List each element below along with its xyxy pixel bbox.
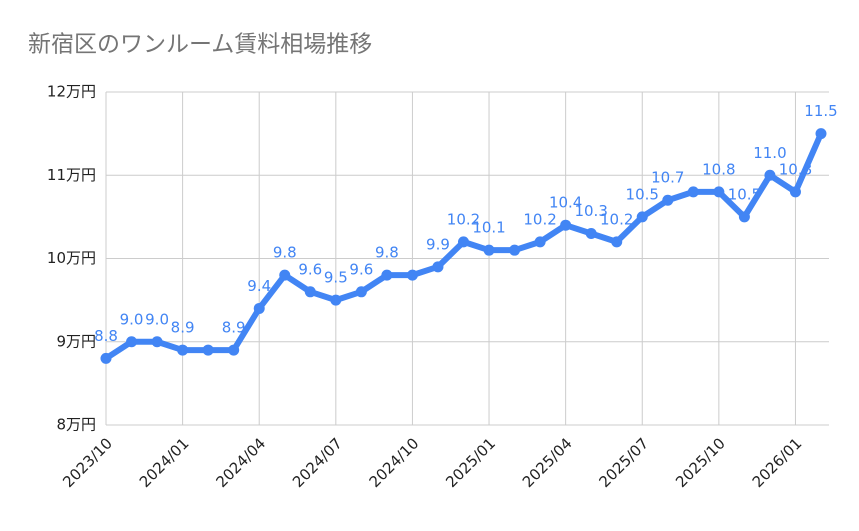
data-label: 8.9: [171, 319, 195, 337]
data-label: 10.3: [574, 202, 607, 220]
data-label: 10.2: [447, 210, 480, 228]
point: [458, 236, 469, 248]
data-label: 9.9: [426, 235, 450, 253]
data-label: 8.9: [222, 319, 246, 337]
point: [611, 236, 623, 248]
data-label: 10.5: [728, 185, 761, 203]
point: [279, 269, 291, 281]
y-tick-label: 8万円: [56, 416, 96, 434]
data-label: 10.2: [600, 210, 633, 228]
point: [738, 211, 750, 223]
data-label: 9.5: [324, 269, 348, 287]
point: [355, 286, 367, 298]
point: [202, 344, 214, 356]
point: [789, 186, 801, 198]
point: [585, 228, 597, 240]
point: [713, 186, 725, 198]
data-label: 11.5: [804, 102, 837, 120]
data-label: 9.8: [375, 244, 399, 262]
data-label: 9.6: [298, 260, 322, 278]
data-label: 11.0: [753, 144, 786, 162]
point: [304, 286, 316, 298]
data-label: 10.8: [702, 160, 735, 178]
data-label: 10.5: [626, 185, 659, 203]
point: [228, 344, 240, 356]
point: [253, 302, 265, 314]
data-label: 10.8: [779, 160, 812, 178]
point: [151, 336, 163, 348]
data-label: 9.0: [120, 310, 144, 328]
point: [687, 186, 699, 198]
y-tick-label: 11万円: [47, 166, 96, 184]
point: [330, 294, 342, 306]
point: [560, 219, 572, 231]
point: [662, 194, 674, 206]
data-label: 9.6: [349, 260, 373, 278]
point: [636, 211, 648, 223]
data-label: 10.2: [523, 210, 556, 228]
point: [126, 336, 138, 348]
point: [406, 269, 418, 281]
data-label: 10.7: [651, 169, 684, 187]
data-label: 9.0: [145, 310, 169, 328]
point: [177, 344, 189, 356]
y-tick-label: 12万円: [47, 83, 96, 101]
point: [432, 261, 444, 273]
point: [100, 352, 112, 364]
point: [764, 169, 776, 181]
point: [381, 269, 393, 281]
point: [509, 244, 521, 256]
chart-title: 新宿区のワンルーム賃料相場推移: [28, 32, 372, 58]
data-label: 9.4: [247, 277, 271, 295]
y-tick-label: 10万円: [47, 249, 96, 267]
data-label: 10.1: [472, 219, 505, 237]
data-label: 9.8: [273, 244, 297, 262]
data-label: 8.8: [94, 327, 118, 345]
point: [815, 128, 827, 140]
y-tick-label: 9万円: [56, 332, 96, 350]
point: [534, 236, 546, 248]
data-label: 10.4: [549, 194, 582, 212]
point: [483, 244, 495, 256]
